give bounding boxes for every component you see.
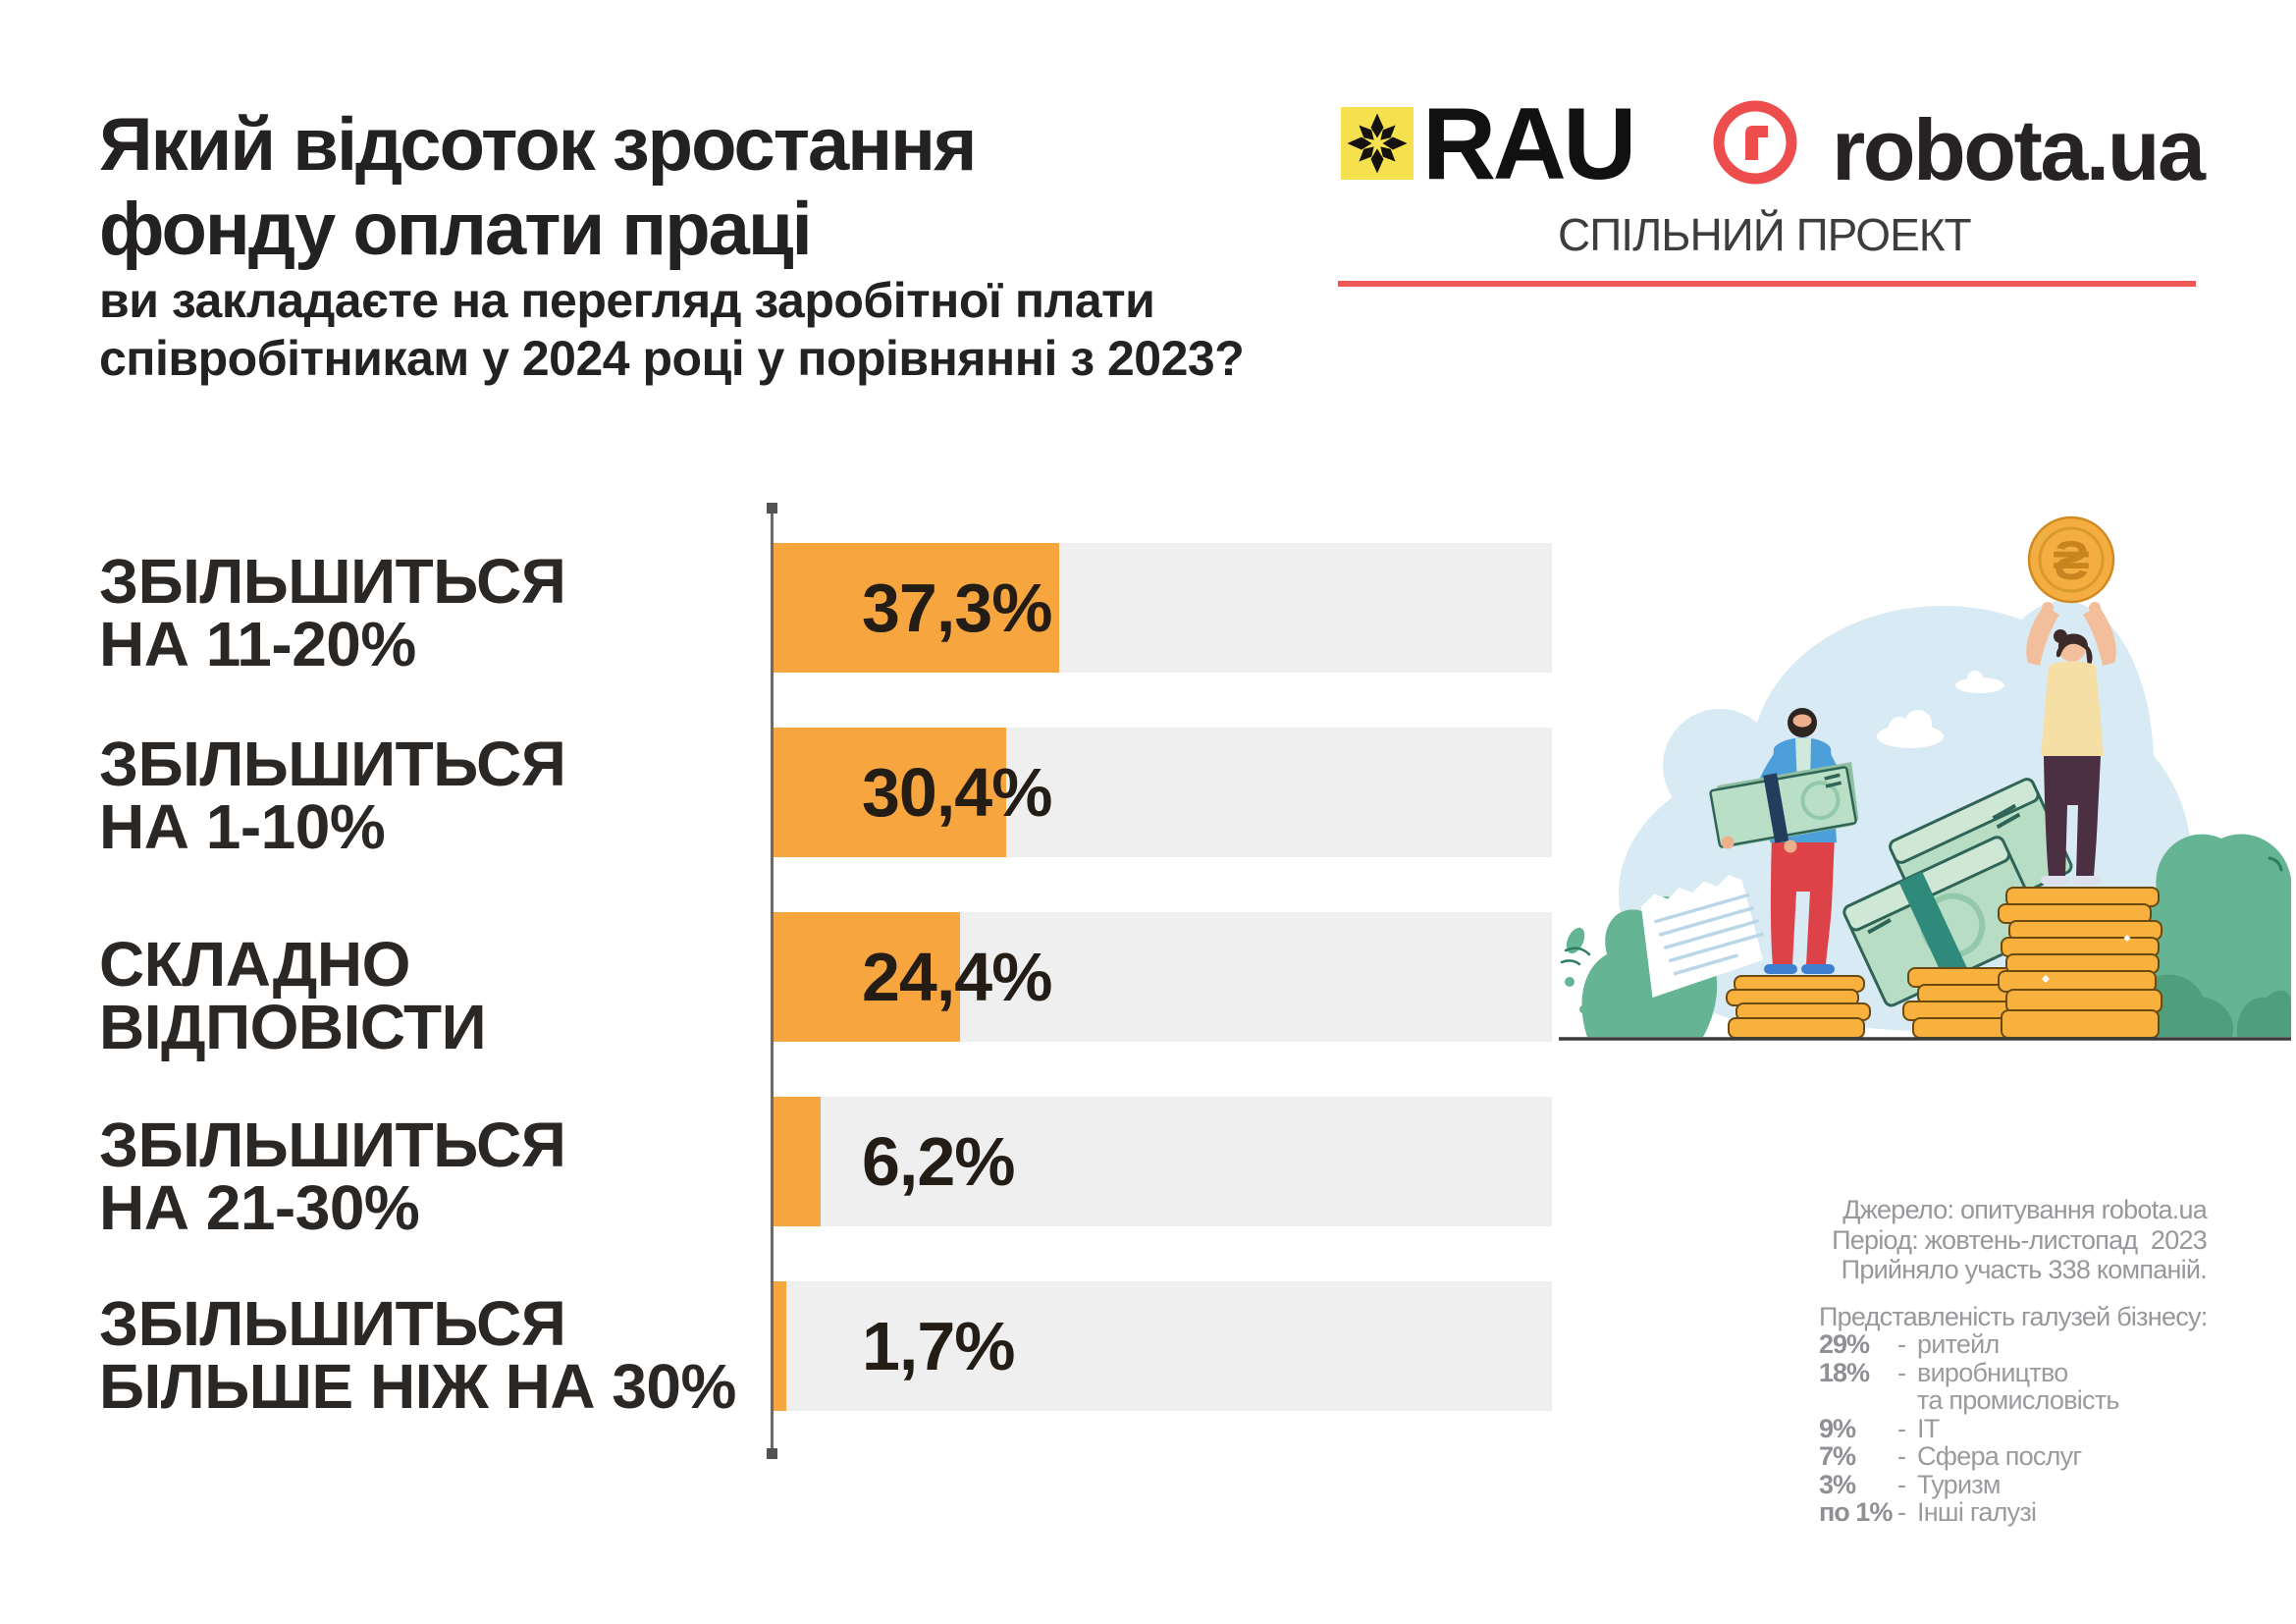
- svg-text:₴: ₴: [2053, 529, 2089, 591]
